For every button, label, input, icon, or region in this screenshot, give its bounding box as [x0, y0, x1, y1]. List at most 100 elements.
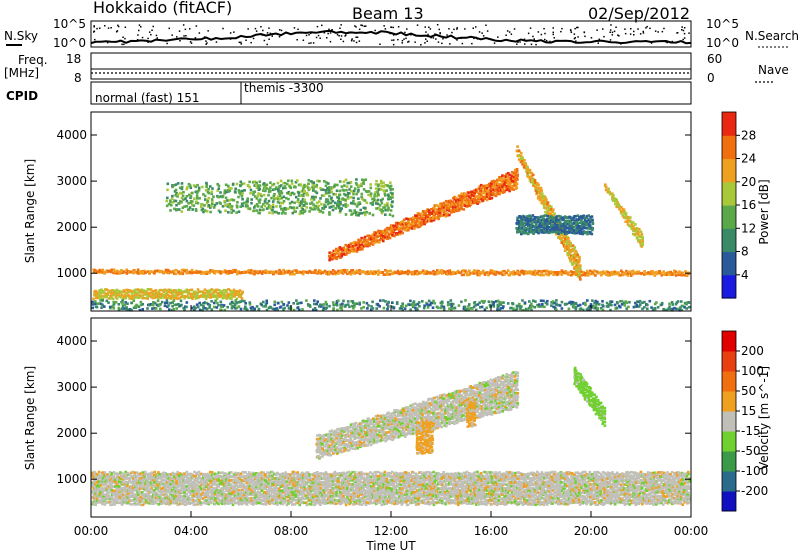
heatmap-cell — [270, 197, 273, 200]
heatmap-cell — [578, 270, 581, 273]
nsearch-point — [190, 41, 192, 43]
heatmap-cell — [280, 184, 283, 187]
nsearch-point — [147, 41, 149, 43]
nsearch-point — [279, 29, 281, 31]
nsearch-point — [340, 24, 342, 26]
heatmap-cell — [307, 183, 310, 186]
heatmap-cell — [283, 196, 286, 199]
heatmap-cell — [380, 180, 383, 183]
nsearch-point — [310, 33, 312, 35]
heatmap-cell — [112, 301, 115, 304]
heatmap-cell — [328, 259, 331, 262]
heatmap-cell — [568, 308, 571, 311]
heatmap-cell — [493, 301, 496, 304]
heatmap-cell — [257, 195, 260, 198]
nsearch-point — [195, 37, 197, 39]
heatmap-cell — [263, 194, 266, 197]
nsearch-point — [147, 38, 149, 40]
nsearch-point — [516, 43, 518, 45]
heatmap-cell — [98, 471, 101, 474]
nsearch-point — [125, 27, 127, 29]
heatmap-cell — [598, 303, 601, 306]
heatmap-cell — [250, 198, 253, 201]
nsearch-point — [430, 37, 432, 39]
nsearch-point — [599, 39, 601, 41]
heatmap-cell — [170, 204, 173, 207]
heatmap-cell — [256, 209, 259, 212]
heatmap-cell — [133, 493, 136, 496]
heatmap-cell — [371, 301, 374, 304]
heatmap-cell — [573, 246, 576, 249]
nsearch-point — [497, 36, 499, 38]
heatmap-cell — [601, 304, 604, 307]
heatmap-cell — [107, 490, 110, 493]
heatmap-cell — [185, 205, 188, 208]
heatmap-cell — [198, 189, 201, 192]
heatmap-cell — [375, 187, 378, 190]
heatmap-cell — [293, 193, 296, 196]
heatmap-cell — [275, 205, 278, 208]
heatmap-cell — [253, 209, 256, 212]
heatmap-cell — [384, 193, 387, 196]
heatmap-cell — [155, 307, 158, 310]
heatmap-cell — [566, 220, 569, 223]
heatmap-cell — [579, 264, 582, 267]
heatmap-cell — [413, 300, 416, 303]
nsearch-point — [612, 32, 614, 33]
nsearch-point — [541, 34, 543, 36]
heatmap-cell — [128, 295, 131, 298]
heatmap-cell — [291, 201, 294, 204]
heatmap-cell — [680, 300, 683, 303]
heatmap-cell — [501, 174, 504, 177]
heatmap-cell — [246, 197, 249, 200]
nsearch-point — [575, 37, 577, 39]
heatmap-cell — [389, 273, 392, 276]
heatmap-cell — [291, 182, 294, 185]
heatmap-cell — [387, 305, 390, 308]
heatmap-cell — [180, 201, 183, 204]
heatmap-cell — [280, 180, 283, 183]
heatmap-cell — [243, 202, 246, 205]
heatmap-cell — [379, 204, 382, 207]
heatmap-cell — [616, 307, 619, 310]
heatmap-cell — [210, 300, 213, 303]
nsearch-point — [256, 30, 258, 32]
heatmap-cell — [231, 205, 234, 208]
nsearch-point — [561, 28, 563, 30]
heatmap-cell — [283, 303, 286, 306]
heatmap-cell — [141, 308, 144, 311]
heatmap-cell — [368, 212, 371, 215]
heatmap-cell — [512, 307, 515, 310]
y-tick-label: 4000 — [56, 128, 87, 142]
nsearch-point — [151, 30, 153, 32]
heatmap-cell — [201, 186, 204, 189]
colorbar-segment — [722, 159, 736, 183]
nsearch-point — [575, 40, 577, 42]
heatmap-cell — [464, 193, 467, 196]
heatmap-cell — [416, 270, 419, 273]
heatmap-cell — [121, 308, 124, 311]
nsearch-point — [400, 32, 402, 34]
heatmap-cell — [471, 198, 474, 201]
nsearch-point — [264, 40, 266, 42]
heatmap-cell — [361, 212, 364, 215]
heatmap-cell — [292, 302, 295, 305]
heatmap-cell — [176, 208, 179, 211]
heatmap-cell — [355, 182, 358, 185]
heatmap-cell — [266, 184, 269, 187]
heatmap-cell — [325, 303, 328, 306]
heatmap-cell — [378, 241, 381, 244]
heatmap-cell — [564, 249, 567, 252]
heatmap-cell — [191, 200, 194, 203]
heatmap-cell — [277, 182, 280, 185]
heatmap-cell — [265, 198, 268, 201]
heatmap-cell — [176, 477, 179, 480]
heatmap-cell — [627, 306, 630, 309]
heatmap-cell — [313, 198, 316, 201]
nsearch-point — [524, 43, 526, 45]
heatmap-cell — [322, 211, 325, 214]
station-title: Hokkaido (fitACF) — [93, 0, 232, 17]
heatmap-cell — [196, 195, 199, 198]
heatmap-cell — [225, 289, 228, 292]
